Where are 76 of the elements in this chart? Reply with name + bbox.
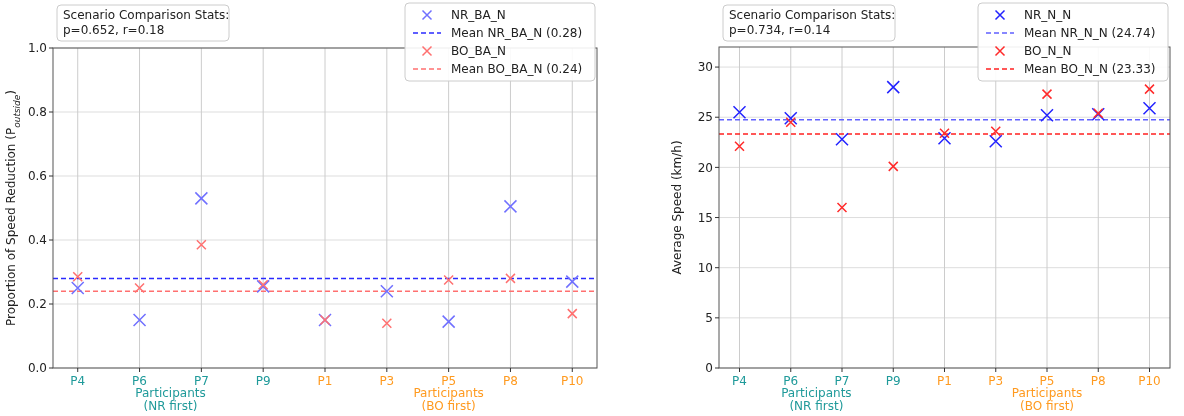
y-tick-label: 0.6 bbox=[27, 169, 47, 184]
text: Participants (BO first) bbox=[413, 386, 484, 413]
x-tick-label: P6 bbox=[783, 374, 799, 388]
point bbox=[989, 134, 1003, 149]
legend-label: Mean NR_N_N (24.74) bbox=[1024, 26, 1156, 41]
point bbox=[835, 132, 849, 147]
legend-label: Mean BO_N_N (23.33) bbox=[1024, 62, 1156, 77]
point bbox=[784, 111, 798, 125]
point bbox=[443, 274, 454, 286]
x-tick-label: P7 bbox=[193, 374, 209, 388]
text: Scenario Comparison Stats: p=0.734, r=0.14 bbox=[729, 8, 896, 37]
y-tick-label: 5 bbox=[705, 311, 713, 326]
point bbox=[732, 105, 747, 119]
legend-label: NR_BA_N bbox=[451, 8, 506, 23]
point bbox=[937, 131, 952, 146]
x-tick-label: P9 bbox=[255, 374, 271, 388]
x-tick-label: P4 bbox=[70, 374, 86, 388]
point bbox=[380, 284, 394, 298]
legend-label: NR_N_N bbox=[1024, 8, 1072, 23]
point bbox=[70, 281, 85, 295]
legend-label: Mean BO_BA_N (0.24) bbox=[451, 62, 583, 77]
y-tick-label: 0.4 bbox=[27, 233, 47, 248]
point bbox=[990, 126, 1001, 137]
point bbox=[134, 282, 145, 294]
x-tick-label: P3 bbox=[988, 374, 1004, 388]
y-tick-label: 0.2 bbox=[27, 297, 47, 312]
y-axis-title: Average Speed (km/h) bbox=[670, 140, 684, 275]
x-tick-label: P4 bbox=[732, 374, 747, 388]
point bbox=[194, 191, 209, 206]
x-tick-label: P5 bbox=[441, 374, 457, 388]
x-tick-label: P9 bbox=[885, 374, 901, 388]
point bbox=[381, 317, 393, 329]
x-tick-label: P1 bbox=[317, 374, 333, 388]
y-tick-label: 30 bbox=[697, 60, 713, 75]
y-tick-label: 1.0 bbox=[27, 41, 47, 56]
point bbox=[132, 313, 147, 327]
point bbox=[196, 239, 207, 251]
point bbox=[72, 271, 83, 283]
x-tick-label: P10 bbox=[1138, 374, 1161, 388]
point bbox=[1144, 83, 1155, 95]
point bbox=[836, 202, 848, 213]
y-tick-label: 0.8 bbox=[27, 105, 47, 120]
point bbox=[888, 161, 899, 172]
x-tick-label: P7 bbox=[834, 374, 850, 388]
text: Participants (NR first) bbox=[781, 386, 852, 413]
x-tick-label: P8 bbox=[1090, 374, 1106, 388]
y-tick-label: 25 bbox=[697, 110, 713, 125]
point bbox=[503, 199, 518, 214]
x-tick-label: P1 bbox=[937, 374, 952, 388]
x-tick-label: P5 bbox=[1039, 374, 1055, 388]
point bbox=[886, 80, 900, 94]
point bbox=[734, 141, 745, 152]
x-tick-label: P10 bbox=[561, 374, 584, 388]
y-tick-label: 0.0 bbox=[27, 361, 47, 376]
point bbox=[505, 273, 516, 284]
y-tick-label: 0 bbox=[705, 361, 713, 376]
point bbox=[1041, 88, 1053, 100]
text: Participants (NR first) bbox=[135, 386, 206, 413]
point bbox=[939, 128, 950, 139]
text: Participants (BO first) bbox=[1011, 386, 1083, 413]
x-tick-label: P8 bbox=[503, 374, 518, 388]
legend-label: BO_BA_N bbox=[451, 44, 506, 59]
point bbox=[565, 274, 580, 289]
legend-label: Mean NR_BA_N (0.28) bbox=[451, 26, 583, 41]
point bbox=[1142, 101, 1157, 115]
text: Scenario Comparison Stats: p=0.652, r=0.18 bbox=[63, 8, 230, 37]
y-tick-label: 15 bbox=[697, 210, 713, 225]
y-tick-label: 10 bbox=[697, 260, 713, 275]
point bbox=[441, 314, 456, 329]
legend-label: BO_N_N bbox=[1024, 44, 1072, 59]
x-tick-label: P3 bbox=[379, 374, 395, 388]
y-tick-label: 20 bbox=[697, 160, 713, 175]
x-tick-label: P6 bbox=[132, 374, 147, 388]
point bbox=[785, 116, 796, 128]
point bbox=[1040, 108, 1054, 122]
point bbox=[567, 308, 578, 319]
